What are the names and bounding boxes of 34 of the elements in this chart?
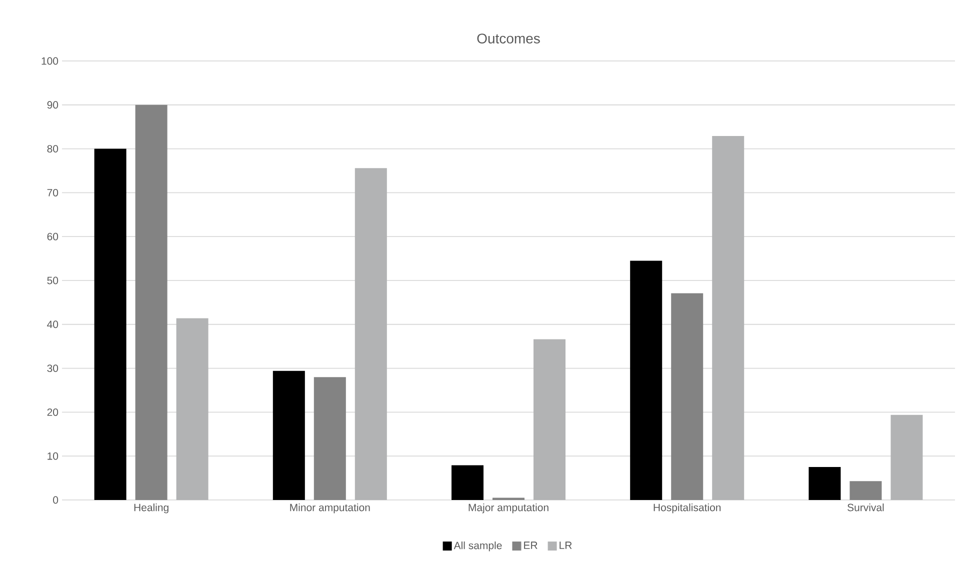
bar — [272, 370, 305, 500]
bar — [534, 339, 566, 500]
bar — [135, 104, 168, 500]
bar — [94, 148, 126, 500]
bar — [452, 465, 484, 500]
y-tick-label: 0 — [53, 496, 58, 504]
y-tick-label: 10 — [48, 452, 58, 460]
y-tick-label: 80 — [47, 145, 58, 153]
legend-label: LR — [560, 542, 572, 549]
y-tick-label: 70 — [47, 188, 58, 196]
y-tick-label: 30 — [47, 364, 58, 372]
y-tick-label: 50 — [47, 276, 58, 284]
x-tick-label: Minor amputation — [290, 504, 370, 514]
x-tick-label: Hospitalisation — [654, 504, 721, 514]
bar — [314, 377, 346, 500]
y-tick-label: 100 — [42, 57, 58, 65]
bar — [712, 136, 744, 500]
bar — [808, 467, 841, 500]
bar — [890, 414, 923, 500]
bar — [630, 260, 662, 500]
bar — [850, 481, 882, 500]
x-tick-label: Survival — [848, 504, 884, 512]
x-tick-label: Major amputation — [468, 504, 548, 514]
chart-title: Outcomes — [477, 34, 540, 44]
y-tick-label: 20 — [47, 408, 58, 416]
legend-label: ER — [524, 542, 538, 549]
bar — [176, 318, 208, 500]
y-tick-label: 60 — [47, 232, 58, 240]
y-tick-label: 90 — [47, 101, 58, 109]
bar — [671, 293, 704, 500]
legend-label: All sample — [454, 541, 502, 552]
bar — [354, 168, 387, 500]
y-tick-label: 40 — [47, 320, 58, 328]
x-tick-label: Healing — [134, 504, 168, 514]
